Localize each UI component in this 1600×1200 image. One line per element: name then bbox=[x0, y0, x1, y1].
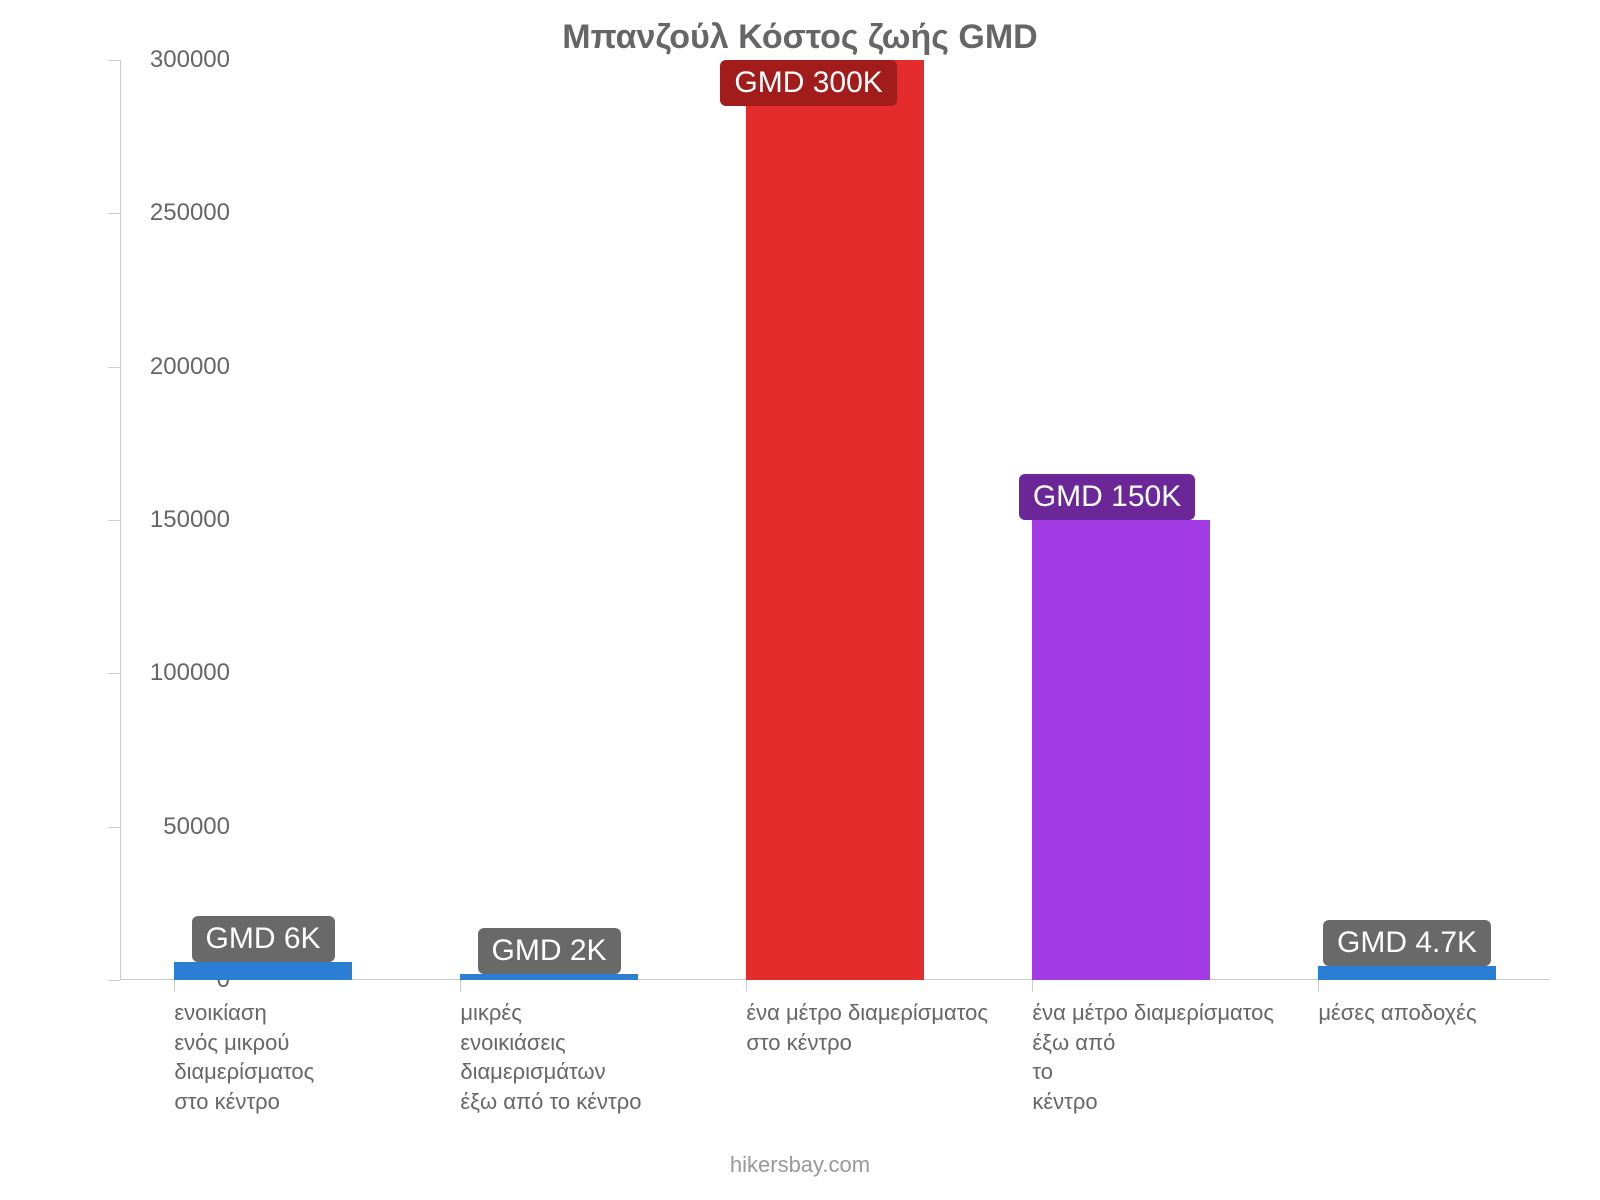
x-tick-label-line: μέσες αποδοχές bbox=[1318, 998, 1476, 1028]
plot-area: 050000100000150000200000250000300000GMD … bbox=[120, 60, 1550, 980]
x-tick-label: ένα μέτρο διαμερίσματοςέξω απότοκέντρο bbox=[1032, 998, 1274, 1117]
bar bbox=[1032, 520, 1209, 980]
bar-value-label: GMD 4.7K bbox=[1323, 920, 1491, 966]
x-tick bbox=[174, 980, 175, 992]
x-tick-label-line: στο κέντρο bbox=[174, 1087, 314, 1117]
chart-title: Μπανζούλ Κόστος ζωής GMD bbox=[0, 18, 1600, 57]
bar-value-label: GMD 6K bbox=[192, 916, 335, 962]
x-tick-label: μέσες αποδοχές bbox=[1318, 998, 1476, 1028]
x-tick-label-line: το bbox=[1032, 1057, 1274, 1087]
y-tick-label: 200000 bbox=[70, 353, 230, 381]
x-tick-label-line: διαμερισμάτων bbox=[460, 1057, 641, 1087]
x-tick-label-line: ένα μέτρο διαμερίσματος bbox=[1032, 998, 1274, 1028]
bar bbox=[174, 962, 351, 980]
x-tick-label-line: μικρές bbox=[460, 998, 641, 1028]
chart-credits: hikersbay.com bbox=[0, 1152, 1600, 1178]
x-tick-label: ένα μέτρο διαμερίσματοςστο κέντρο bbox=[746, 998, 988, 1057]
y-tick-label: 250000 bbox=[70, 199, 230, 227]
x-tick bbox=[1032, 980, 1033, 992]
x-tick-label: μικρέςενοικιάσειςδιαμερισμάτωνέξω από το… bbox=[460, 998, 641, 1117]
x-tick-label: ενοικίασηενός μικρούδιαμερίσματοςστο κέν… bbox=[174, 998, 314, 1117]
y-tick-label: 50000 bbox=[70, 813, 230, 841]
y-tick-label: 150000 bbox=[70, 506, 230, 534]
x-tick bbox=[460, 980, 461, 992]
x-tick-label-line: ενός μικρού bbox=[174, 1028, 314, 1058]
x-tick bbox=[746, 980, 747, 992]
x-tick-label-line: κέντρο bbox=[1032, 1087, 1274, 1117]
x-tick bbox=[1318, 980, 1319, 992]
bar-value-label: GMD 150K bbox=[1019, 474, 1195, 520]
bar-value-label: GMD 2K bbox=[478, 928, 621, 974]
y-tick-label: 300000 bbox=[70, 46, 230, 74]
x-tick-label-line: ενοικίαση bbox=[174, 998, 314, 1028]
bar bbox=[1318, 966, 1495, 980]
bar bbox=[746, 60, 923, 980]
y-tick-label: 100000 bbox=[70, 659, 230, 687]
x-tick-label-line: στο κέντρο bbox=[746, 1028, 988, 1058]
x-tick-label-line: διαμερίσματος bbox=[174, 1057, 314, 1087]
bar-value-label: GMD 300K bbox=[720, 60, 896, 106]
cost-of-living-chart: Μπανζούλ Κόστος ζωής GMD 050000100000150… bbox=[0, 0, 1600, 1200]
x-tick-label-line: ενοικιάσεις bbox=[460, 1028, 641, 1058]
x-tick-label-line: ένα μέτρο διαμερίσματος bbox=[746, 998, 988, 1028]
bar bbox=[460, 974, 637, 980]
x-tick-label-line: έξω από bbox=[1032, 1028, 1274, 1058]
x-tick-label-line: έξω από το κέντρο bbox=[460, 1087, 641, 1117]
